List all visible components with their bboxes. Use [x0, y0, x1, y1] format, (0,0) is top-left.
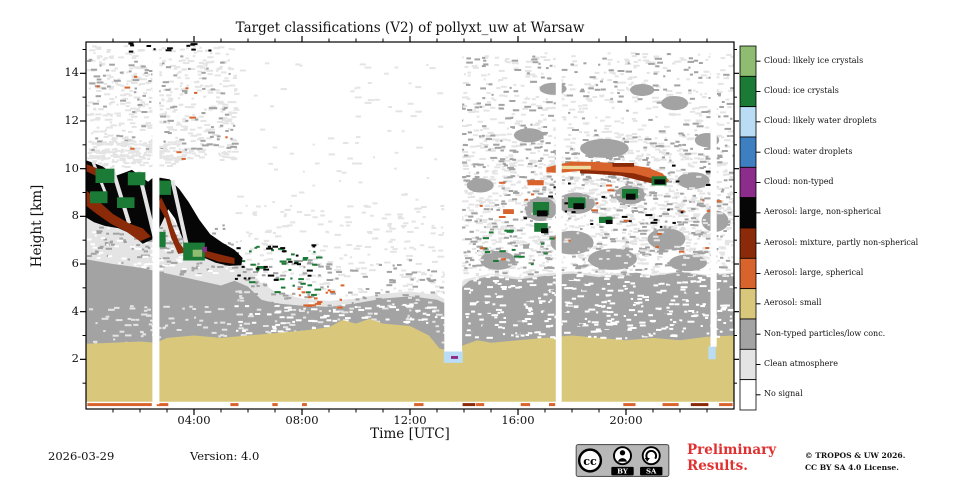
copyright-note: © TROPOS & UW 2026. CC BY SA 4.0 License…	[805, 450, 905, 474]
by-text: BY	[617, 468, 628, 476]
cc-license-badge: cc BY SA	[575, 444, 670, 477]
cc-circle-icon	[577, 448, 603, 473]
share-alike-arrow	[645, 449, 658, 460]
version-label: Version: 4.0	[190, 449, 260, 463]
legend-label: Cloud: non-typed	[764, 177, 834, 186]
legend-label: Cloud: water droplets	[764, 146, 853, 156]
cc-text: cc	[583, 455, 597, 468]
x-axis-label: Time [UTC]	[370, 426, 450, 442]
date-label: 2026-03-29	[48, 449, 115, 463]
sa-box	[640, 466, 663, 476]
preliminary-line2: Results.	[687, 457, 748, 474]
legend-label: Aerosol: mixture, partly non-spherical	[764, 237, 919, 247]
x-tick-label: 08:00	[285, 413, 319, 427]
preliminary-line1: Preliminary	[687, 442, 777, 458]
legend-label: No signal	[764, 389, 803, 399]
share-alike-icon	[641, 446, 661, 466]
y-tick-label: 10	[64, 160, 79, 175]
person-head	[619, 450, 626, 456]
person-body	[618, 458, 627, 462]
y-tick-label: 6	[71, 256, 79, 270]
copyright-line2: CC BY SA 4.0 License.	[805, 463, 899, 473]
x-tick-label: 04:00	[177, 413, 211, 427]
legend-label: Cloud: likely ice crystals	[764, 55, 864, 65]
y-tick-label: 12	[64, 113, 79, 127]
y-axis-label: Height [km]	[29, 184, 45, 268]
person-icon	[613, 446, 632, 466]
y-tick-label: 14	[64, 65, 79, 80]
y-tick-label: 8	[71, 208, 79, 223]
legend-label: Cloud: likely water droplets	[764, 116, 877, 126]
copyright-line1: © TROPOS & UW 2026.	[805, 451, 906, 460]
legend-label: Aerosol: small	[764, 298, 822, 308]
legend-label: Aerosol: large, non-spherical	[764, 207, 882, 217]
legend-label: Non-typed particles/low conc.	[764, 328, 886, 338]
preliminary-note: Preliminary Results.	[687, 442, 777, 475]
legend-label: Clean atmosphere	[764, 359, 838, 368]
y-tick-label: 4	[71, 303, 79, 318]
x-tick-label: 20:00	[609, 413, 643, 427]
plot-title: Target classifications (V2) of pollyxt_u…	[235, 20, 585, 36]
x-tick-label: 16:00	[501, 413, 535, 427]
by-box	[611, 466, 634, 476]
sa-text: SA	[646, 468, 657, 476]
share-alike-arrowhead	[644, 458, 650, 462]
x-tick-label: 12:00	[393, 413, 427, 427]
legend-label: Aerosol: large, spherical	[764, 268, 864, 277]
legend-label: Cloud: ice crystals	[764, 86, 839, 95]
y-tick-label: 2	[71, 351, 79, 366]
